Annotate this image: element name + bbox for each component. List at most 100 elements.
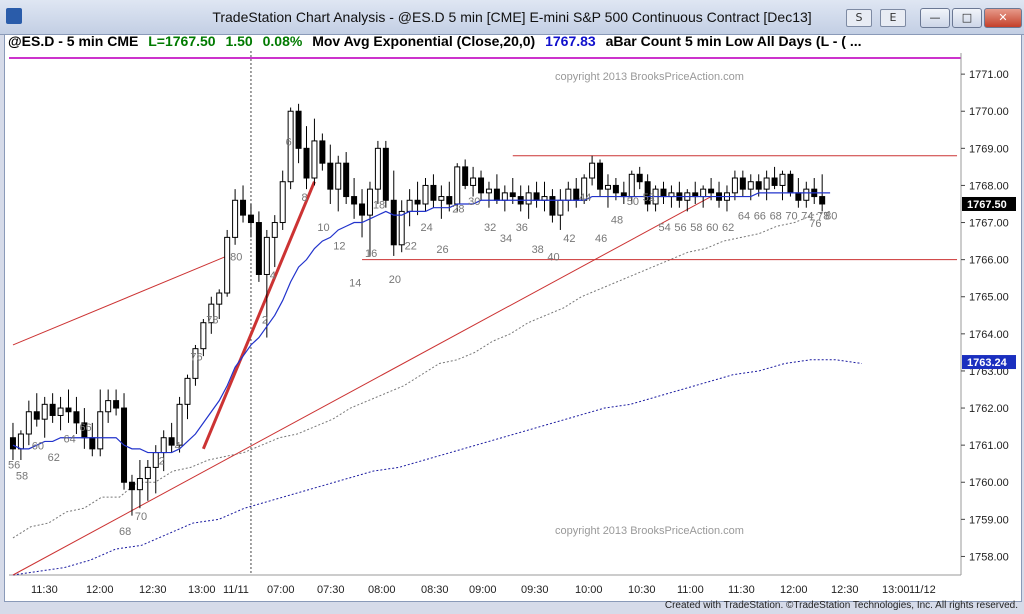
- candle-body: [200, 322, 207, 350]
- candle-body: [446, 196, 453, 205]
- bar-count-label: 54: [659, 222, 671, 234]
- x-tick-label: 12:00: [780, 584, 808, 596]
- candle-body: [311, 140, 318, 179]
- bar-count-label: 70: [135, 511, 147, 523]
- bar-count-label: 44: [579, 192, 591, 204]
- window-title: TradeStation Chart Analysis - @ES.D 5 mi…: [212, 9, 812, 25]
- x-tick-label: 11/11: [223, 584, 249, 596]
- watermark-top: copyright 2013 BrooksPriceAction.com: [555, 71, 744, 83]
- candle-body: [113, 400, 120, 409]
- x-tick-label: 12:30: [831, 584, 859, 596]
- candle-body: [700, 188, 707, 198]
- candle-body: [462, 166, 469, 186]
- x-tick-label: 12:00: [86, 584, 114, 596]
- candle-body: [422, 184, 429, 205]
- bar-count-label: 20: [389, 274, 401, 286]
- bar-count-label: 80: [825, 211, 837, 223]
- candle-body: [263, 236, 270, 275]
- bar-count-label: 38: [532, 244, 544, 256]
- candle-body: [509, 192, 516, 198]
- bar-count-label: 48: [611, 214, 623, 226]
- maximize-button[interactable]: □: [952, 8, 982, 28]
- candle-body: [763, 177, 770, 190]
- x-tick-label: 08:30: [421, 584, 449, 596]
- bar-count-label: 68: [119, 526, 131, 538]
- bar-count-indicator: aBar Count 5 min Low All Days (L - ( ...: [605, 33, 862, 49]
- bar-count-label: 24: [421, 222, 433, 234]
- candle-body: [247, 214, 254, 224]
- title-bar: TradeStation Chart Analysis - @ES.D 5 mi…: [0, 0, 1024, 35]
- candle-body: [17, 433, 24, 450]
- candle-body: [787, 173, 794, 194]
- candle-body: [168, 437, 175, 446]
- bar-count-label: 56: [674, 222, 686, 234]
- candle-body: [438, 196, 445, 201]
- candle-body: [430, 184, 437, 201]
- candle-body: [525, 192, 532, 205]
- bar-count-gray-band: [12, 210, 831, 539]
- candle-body: [731, 177, 738, 194]
- candle-body: [184, 377, 191, 405]
- trend-line: [201, 181, 316, 450]
- x-tick-label: 13:00: [188, 584, 216, 596]
- close-button[interactable]: ✕: [984, 8, 1022, 28]
- price-label-box: [962, 355, 1016, 370]
- bar-count-label: 68: [770, 211, 782, 223]
- net-change: 1.50: [225, 33, 253, 49]
- x-tick-label: 11:30: [728, 584, 755, 596]
- candle-body: [359, 203, 366, 216]
- candle-body: [351, 196, 358, 205]
- y-tick-label: 1760.00: [969, 477, 1009, 489]
- x-tick-label: 10:30: [628, 584, 656, 596]
- styles-button[interactable]: S: [846, 9, 872, 27]
- bar-count-label: 74: [801, 211, 813, 223]
- y-tick-label: 1767.00: [969, 218, 1009, 230]
- candle-body: [192, 348, 199, 379]
- price-chart[interactable]: copyright 2013 BrooksPriceAction.com copy…: [5, 35, 1021, 614]
- candle-body: [565, 188, 572, 201]
- candle-body: [295, 110, 302, 149]
- x-tick-label: 07:30: [317, 584, 345, 596]
- y-tick-label: 1771.00: [969, 69, 1009, 81]
- bar-count-label: 28: [452, 203, 464, 215]
- candle-body: [49, 403, 56, 416]
- candle-body: [819, 196, 826, 205]
- bar-count-label: 64: [738, 211, 750, 223]
- bar-count-label: 26: [436, 244, 448, 256]
- minimize-button[interactable]: —: [920, 8, 950, 28]
- y-tick-label: 1758.00: [969, 551, 1009, 563]
- candle-body: [485, 188, 492, 194]
- candle-body: [374, 147, 381, 190]
- bar-count-label: 60: [32, 441, 44, 453]
- bar-count-label: 58: [16, 470, 28, 482]
- x-tick-label: 07:00: [267, 584, 295, 596]
- bar-count-label: 56: [8, 459, 20, 471]
- bar-count-label: 64: [64, 433, 76, 445]
- bar-count-label: 78: [206, 315, 218, 327]
- candle-body: [303, 147, 310, 179]
- extras-button[interactable]: E: [880, 9, 906, 27]
- candle-body: [366, 188, 373, 216]
- candle-body: [136, 478, 143, 491]
- candle-body: [470, 177, 477, 186]
- candle-body: [144, 466, 151, 480]
- bar-count-label: 78: [817, 211, 829, 223]
- y-tick-label: 1766.00: [969, 255, 1009, 267]
- price-label: 1763.24: [967, 357, 1008, 369]
- candle-body: [319, 140, 326, 164]
- y-tick-label: 1759.00: [969, 514, 1009, 526]
- candle-body: [708, 188, 715, 194]
- symbol-label: @ES.D - 5 min CME: [8, 33, 139, 49]
- candle-body: [271, 222, 278, 238]
- indicator-name: Mov Avg Exponential (Close,20,0): [312, 33, 536, 49]
- candle-body: [224, 236, 231, 294]
- chart-header: @ES.D - 5 min CME L=1767.50 1.50 0.08% M…: [8, 33, 868, 53]
- bar-count-label: 40: [547, 252, 559, 264]
- bar-count-label: 2: [159, 456, 165, 468]
- price-label-box: [962, 196, 1016, 211]
- x-tick-label: 13:00: [882, 584, 910, 596]
- bar-count-label: 8: [302, 192, 308, 204]
- y-tick-label: 1762.00: [969, 403, 1009, 415]
- candle-body: [232, 199, 239, 238]
- candle-body: [771, 177, 778, 186]
